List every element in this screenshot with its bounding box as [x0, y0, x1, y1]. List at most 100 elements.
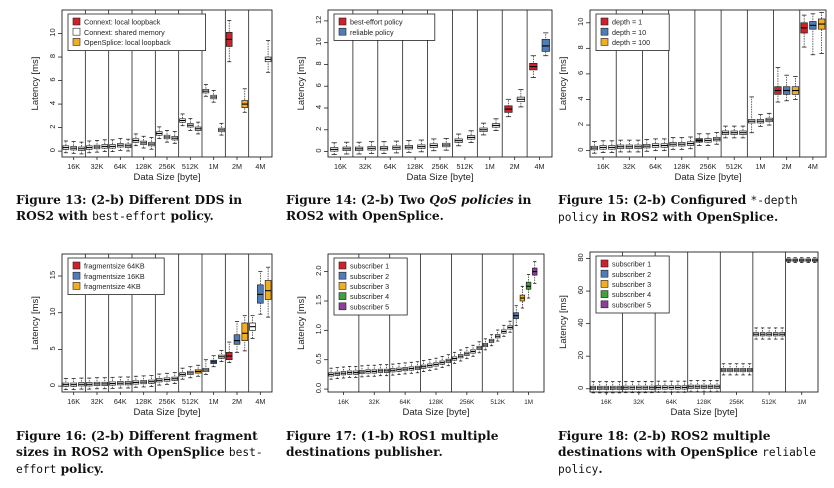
- box-plot: [171, 131, 179, 144]
- figure-18: 0 20 40 60 80 16K 32K 64K 128K 256K 512K 1M Data Siz…: [554, 244, 834, 488]
- caption-part: in ROS2 with OpenSplice.: [286, 193, 532, 223]
- legend-swatch: [600, 38, 609, 46]
- box-plot: [78, 141, 85, 155]
- box-plot: [772, 327, 779, 340]
- x-tick-label: 2M: [782, 162, 792, 171]
- box-plot: [132, 375, 140, 388]
- box-plot: [433, 357, 439, 370]
- box-plot: [148, 375, 155, 387]
- x-tick-label: 16K: [334, 162, 347, 171]
- box-plot: [766, 327, 772, 340]
- box-plot: [730, 125, 738, 139]
- x-tick-label: 32K: [91, 162, 104, 171]
- y-tick-label: 60: [576, 286, 585, 294]
- figure-17: 0.0 0.5 1.0 1.5 2.0 16K 32K 64K 128K 256K 512K 1M Da…: [280, 244, 554, 488]
- box-plot: [367, 141, 376, 154]
- y-axis-title: Latency [ms]: [296, 296, 307, 350]
- box-plot: [809, 13, 817, 56]
- caption-part: (2-b) Different fragment sizes in ROS2 w…: [16, 429, 258, 459]
- x-tick-label: 1M: [755, 162, 765, 171]
- box-plot: [660, 138, 668, 152]
- legend-swatch: [600, 290, 609, 298]
- figure-15: 0 2 4 6 8 10 16K 32K 64K 128K 256K 512K 1M 2M 4M Data S…: [554, 0, 834, 232]
- y-tick-label: 4: [48, 101, 57, 105]
- figure-15-caption: Figure 15: (2-b) Configured *-depth poli…: [558, 192, 828, 226]
- box-plot: [610, 381, 616, 394]
- legend-swatch: [338, 302, 347, 311]
- y-axis-title: Latency [ms]: [558, 57, 569, 111]
- box-plot: [759, 327, 766, 340]
- box-plot: [783, 74, 791, 102]
- box-plot: [85, 377, 93, 390]
- caption-text: Figure 17: (1-b) ROS1 multiple destinati…: [286, 429, 498, 459]
- box-plot: [365, 364, 371, 377]
- box-plot: [616, 381, 623, 394]
- y-tick-label: 0.0: [314, 383, 323, 393]
- legend-swatch: [72, 261, 81, 270]
- box-plot: [818, 12, 826, 54]
- box-plot: [429, 138, 438, 152]
- figure-16-caption: Figure 16: (2-b) Different fragment size…: [16, 428, 278, 478]
- y-tick-label: 0: [48, 383, 57, 387]
- box-plot: [467, 130, 476, 143]
- box-plot: [225, 20, 233, 63]
- box-plot: [701, 380, 707, 393]
- box-plot: [727, 363, 733, 376]
- x-tick-label: 1M: [209, 397, 219, 406]
- y-tick-label: 4: [314, 105, 323, 109]
- box-plot: [93, 377, 101, 390]
- x-tick-label: 256K: [700, 162, 717, 171]
- y-tick-label: 0: [576, 386, 585, 390]
- box-plot: [695, 133, 703, 146]
- box-plot: [532, 261, 538, 284]
- box-plot: [379, 141, 389, 154]
- y-tick-label: 0: [48, 148, 57, 152]
- box-plot: [233, 321, 241, 353]
- legend-swatch: [600, 259, 609, 268]
- x-tick-label: 128K: [697, 399, 713, 406]
- x-tick-label: 4M: [808, 162, 818, 171]
- box-plot: [225, 341, 233, 364]
- box-plot: [70, 378, 77, 390]
- x-tick-label: 512K: [726, 162, 743, 171]
- legend-box: [333, 13, 436, 41]
- figure-label: Figure 15:: [558, 193, 629, 207]
- x-axis-title: Data Size [byte]: [674, 172, 741, 183]
- caption-part: policy.: [166, 209, 214, 223]
- x-axis-title: Data Size [byte]: [402, 407, 469, 418]
- legend-label: subscriber 2: [350, 272, 389, 281]
- legend-swatch: [72, 38, 81, 46]
- legend-label: subscriber 4: [612, 290, 651, 299]
- figure-13-caption: Figure 13: (2-b) Different DDS in ROS2 w…: [16, 192, 278, 225]
- caption-part: policy.: [56, 462, 104, 476]
- x-tick-label: 128K: [673, 162, 690, 171]
- box-plot: [124, 138, 132, 152]
- box-plot: [414, 361, 421, 374]
- caption-text: Figure 13: (2-b) Different DDS in ROS2 w…: [16, 193, 242, 223]
- legend-label: OpenSplice: local loopback: [84, 38, 171, 47]
- y-axis-title: Latency [ms]: [296, 57, 307, 111]
- y-tick-label: 2: [48, 125, 57, 129]
- figure-label: Figure 17:: [286, 429, 357, 443]
- box-plot: [623, 381, 629, 394]
- x-tick-label: 64K: [649, 162, 662, 171]
- box-plot: [479, 122, 488, 136]
- box-plot: [655, 380, 662, 393]
- box-plot: [454, 133, 463, 147]
- caption-part: reliable policy: [558, 446, 817, 476]
- legend-box: [67, 257, 165, 295]
- box-plot: [445, 354, 452, 367]
- box-plot: [642, 381, 649, 394]
- box-plot: [359, 365, 365, 378]
- legend-label: Connext: local loopback: [84, 18, 161, 27]
- box-plot: [218, 350, 225, 362]
- box-plot: [590, 381, 597, 394]
- x-tick-label: 64K: [384, 162, 397, 171]
- legend-label: subscriber 5: [350, 302, 389, 311]
- y-tick-label: 1.0: [314, 324, 323, 334]
- x-tick-label: 64K: [400, 399, 412, 406]
- y-tick-label: 15: [48, 271, 57, 279]
- legend-swatch: [600, 269, 609, 278]
- caption-text: Figure 16: (2-b) Different fragment size…: [16, 429, 263, 476]
- x-tick-label: 32K: [359, 162, 372, 171]
